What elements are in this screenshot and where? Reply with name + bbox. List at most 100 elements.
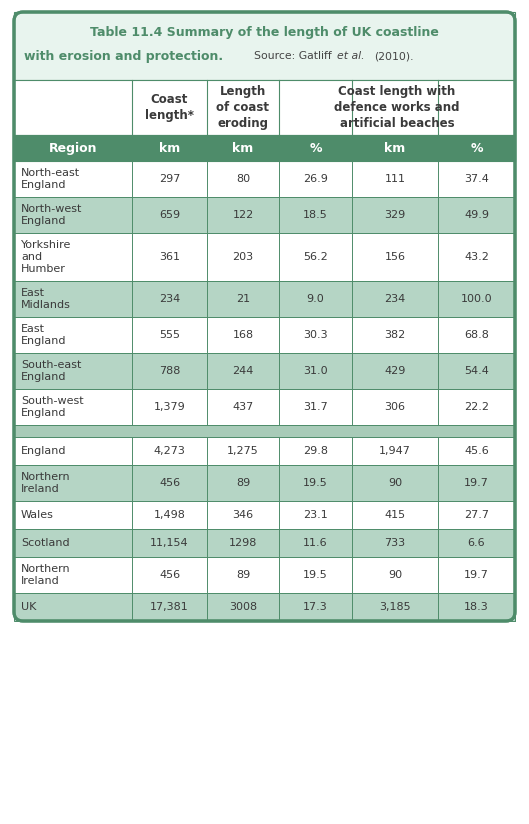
- Bar: [14, 233, 515, 281]
- Text: 382: 382: [385, 330, 406, 340]
- Bar: [14, 425, 515, 437]
- Text: Scotland: Scotland: [21, 538, 70, 548]
- Text: 17,381: 17,381: [150, 602, 189, 612]
- Bar: [14, 353, 515, 389]
- Text: 17.3: 17.3: [303, 602, 328, 612]
- Text: Yorkshire
and
Humber: Yorkshire and Humber: [21, 240, 71, 274]
- Text: 1,275: 1,275: [227, 446, 259, 456]
- Text: 234: 234: [385, 294, 406, 304]
- Text: 19.7: 19.7: [464, 478, 489, 488]
- Text: 437: 437: [232, 402, 253, 412]
- Bar: [14, 389, 515, 425]
- Text: Region: Region: [49, 142, 97, 155]
- Text: 18.5: 18.5: [303, 210, 328, 220]
- Text: 89: 89: [236, 478, 250, 488]
- Text: 90: 90: [388, 570, 402, 580]
- Text: %: %: [470, 142, 483, 155]
- Text: 49.9: 49.9: [464, 210, 489, 220]
- Text: 456: 456: [159, 478, 180, 488]
- Text: 1,498: 1,498: [153, 510, 186, 520]
- Text: Northern
Ireland: Northern Ireland: [21, 472, 71, 494]
- Text: 26.9: 26.9: [303, 174, 328, 184]
- Text: 111: 111: [385, 174, 406, 184]
- Bar: [14, 557, 515, 593]
- Bar: [14, 197, 515, 233]
- Text: 18.3: 18.3: [464, 602, 489, 612]
- Text: 31.7: 31.7: [303, 402, 328, 412]
- Bar: [14, 593, 515, 621]
- Text: 80: 80: [236, 174, 250, 184]
- Text: 244: 244: [232, 366, 254, 376]
- Bar: [14, 12, 515, 80]
- Bar: [14, 135, 515, 161]
- Text: 415: 415: [385, 510, 406, 520]
- Text: 346: 346: [232, 510, 253, 520]
- Text: 1,947: 1,947: [379, 446, 411, 456]
- Text: North-west
England: North-west England: [21, 204, 83, 226]
- Text: East
England: East England: [21, 324, 67, 346]
- Text: 31.0: 31.0: [303, 366, 328, 376]
- Text: 659: 659: [159, 210, 180, 220]
- Text: Northern
Ireland: Northern Ireland: [21, 564, 71, 586]
- Text: 555: 555: [159, 330, 180, 340]
- Text: Coast length with
defence works and
artificial beaches: Coast length with defence works and arti…: [334, 85, 460, 130]
- Text: km: km: [385, 142, 406, 155]
- Bar: [14, 465, 515, 501]
- Text: North-east
England: North-east England: [21, 168, 80, 190]
- Text: 19.7: 19.7: [464, 570, 489, 580]
- Text: 45.6: 45.6: [464, 446, 489, 456]
- Text: %: %: [309, 142, 322, 155]
- Bar: [14, 437, 515, 465]
- Text: 3008: 3008: [229, 602, 257, 612]
- Text: 361: 361: [159, 252, 180, 262]
- Text: 168: 168: [232, 330, 253, 340]
- Text: 733: 733: [385, 538, 406, 548]
- Text: 29.8: 29.8: [303, 446, 328, 456]
- Text: 27.7: 27.7: [464, 510, 489, 520]
- Text: Table 11.4 Summary of the length of UK coastline: Table 11.4 Summary of the length of UK c…: [90, 26, 439, 39]
- Text: 89: 89: [236, 570, 250, 580]
- Bar: [14, 529, 515, 557]
- Text: 9.0: 9.0: [307, 294, 324, 304]
- Text: 11,154: 11,154: [150, 538, 189, 548]
- Text: Wales: Wales: [21, 510, 54, 520]
- Text: South-east
England: South-east England: [21, 360, 81, 382]
- Text: 19.5: 19.5: [303, 570, 328, 580]
- Text: 21: 21: [236, 294, 250, 304]
- Bar: [14, 501, 515, 529]
- Text: UK: UK: [21, 602, 37, 612]
- Text: 22.2: 22.2: [464, 402, 489, 412]
- Bar: [14, 281, 515, 317]
- Text: km: km: [159, 142, 180, 155]
- Text: England: England: [21, 446, 67, 456]
- Text: 90: 90: [388, 478, 402, 488]
- Text: Source: Gatliff: Source: Gatliff: [254, 51, 335, 61]
- Text: with erosion and protection.: with erosion and protection.: [24, 49, 223, 63]
- Text: 30.3: 30.3: [303, 330, 328, 340]
- Text: 788: 788: [159, 366, 180, 376]
- Text: Length
of coast
eroding: Length of coast eroding: [216, 85, 269, 130]
- Text: 306: 306: [385, 402, 406, 412]
- Text: 56.2: 56.2: [303, 252, 328, 262]
- Text: 54.4: 54.4: [464, 366, 489, 376]
- Text: 429: 429: [384, 366, 406, 376]
- Text: 100.0: 100.0: [461, 294, 492, 304]
- Text: 122: 122: [232, 210, 253, 220]
- Text: 6.6: 6.6: [468, 538, 485, 548]
- Text: 4,273: 4,273: [153, 446, 186, 456]
- Text: 19.5: 19.5: [303, 478, 328, 488]
- Text: (2010).: (2010).: [374, 51, 414, 61]
- Text: km: km: [232, 142, 253, 155]
- Text: 23.1: 23.1: [303, 510, 328, 520]
- Text: 156: 156: [385, 252, 406, 262]
- Bar: [14, 161, 515, 197]
- Text: 1298: 1298: [229, 538, 257, 548]
- Text: South-west
England: South-west England: [21, 396, 84, 418]
- Text: East
Midlands: East Midlands: [21, 288, 71, 310]
- Text: Coast
length*: Coast length*: [145, 93, 194, 122]
- Bar: [14, 317, 515, 353]
- Text: 203: 203: [232, 252, 253, 262]
- Text: 456: 456: [159, 570, 180, 580]
- Text: 1,379: 1,379: [153, 402, 185, 412]
- Text: 68.8: 68.8: [464, 330, 489, 340]
